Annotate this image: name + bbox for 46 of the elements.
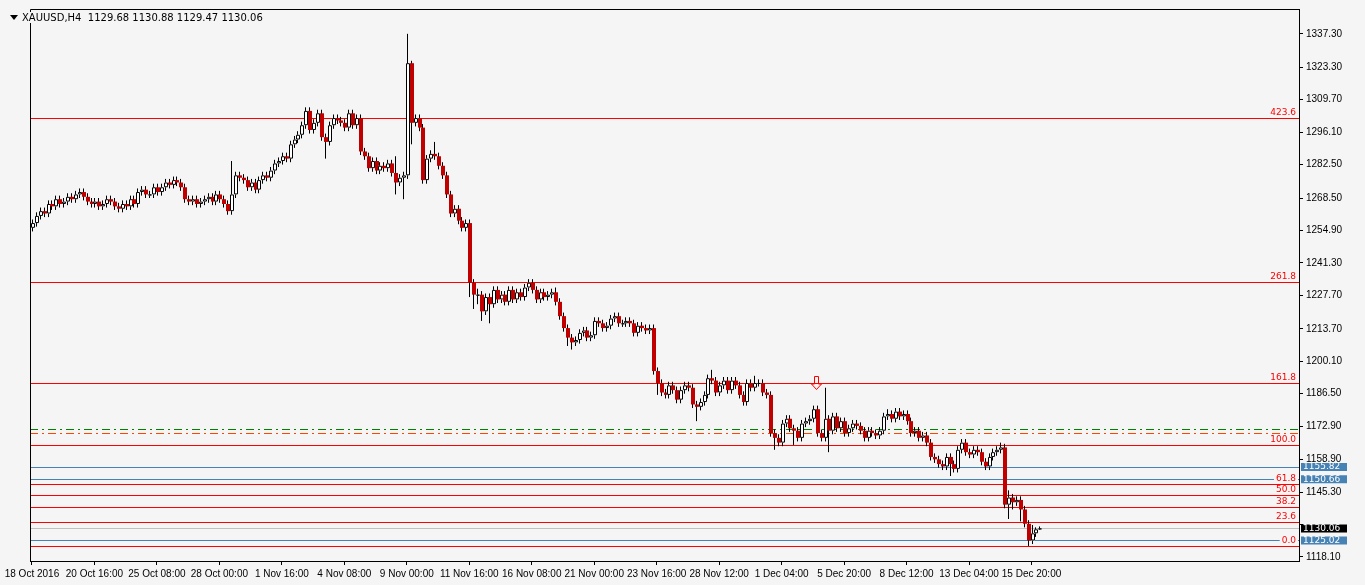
annotation: 0.0 <box>1281 534 1297 545</box>
y-tick-label: 1296.10 <box>1306 125 1343 137</box>
annotation: 61.8 <box>1275 472 1297 483</box>
annotation: 100.0 <box>1270 433 1297 444</box>
x-tick-label: 4 Nov 08:00 <box>317 567 372 579</box>
ref-line-label: 1130.06 <box>1303 522 1341 533</box>
annotation: 23.6 <box>1275 510 1297 521</box>
y-tick-label: 1172.90 <box>1306 419 1342 431</box>
x-tick-label: 1 Dec 04:00 <box>754 567 810 579</box>
y-tick-label: 1282.50 <box>1306 158 1343 170</box>
y-tick-label: 1227.70 <box>1306 289 1343 301</box>
x-tick-label: 1 Nov 16:00 <box>254 567 310 579</box>
y-tick-label: 1268.50 <box>1306 191 1343 203</box>
annotation: 261.8 <box>1270 270 1297 281</box>
ref-line-label: 1125.02 <box>1303 534 1341 545</box>
x-tick-label: 23 Nov 16:00 <box>626 567 687 579</box>
annotation: 161.8 <box>1270 371 1297 382</box>
y-tick-label: 1309.70 <box>1306 93 1343 105</box>
x-tick-label: 9 Nov 00:00 <box>379 567 435 579</box>
x-tick-label: 18 Oct 2016 <box>4 567 60 579</box>
annotation: 50.0 <box>1275 484 1297 495</box>
ref-line-label: 1150.66 <box>1303 473 1341 484</box>
x-tick-label: 11 Nov 16:00 <box>439 567 500 579</box>
x-tick-label: 21 Nov 00:00 <box>564 567 625 579</box>
y-tick-label: 1337.30 <box>1306 27 1343 39</box>
x-tick-label: 16 Nov 08:00 <box>501 567 562 579</box>
y-tick-label: 1241.30 <box>1306 256 1343 268</box>
x-tick-label: 25 Oct 08:00 <box>128 567 186 579</box>
x-tick-label: 28 Oct 00:00 <box>190 567 249 579</box>
chart-title: XAUUSD,H4 1129.68 1130.88 1129.47 1130.06 <box>22 12 263 23</box>
x-tick-label: 15 Dec 20:00 <box>1001 567 1062 579</box>
y-tick-label: 1145.30 <box>1306 485 1342 497</box>
annotation: 423.6 <box>1270 107 1297 118</box>
x-tick-label: 13 Dec 04:00 <box>939 567 1000 579</box>
annotation: 38.2 <box>1275 496 1296 507</box>
y-tick-label: 1118.10 <box>1306 550 1342 562</box>
x-tick-label: 5 Dec 20:00 <box>817 567 872 579</box>
y-tick-label: 1254.90 <box>1306 224 1343 236</box>
y-tick-label: 1323.30 <box>1306 60 1343 72</box>
x-tick-label: 28 Nov 12:00 <box>689 567 750 579</box>
ref-line-label: 1155.82 <box>1303 461 1341 472</box>
x-tick-label: 20 Oct 16:00 <box>65 567 124 579</box>
y-tick-label: 1213.70 <box>1306 322 1343 334</box>
y-tick-label: 1200.10 <box>1306 355 1343 366</box>
x-tick-label: 8 Dec 12:00 <box>879 567 934 579</box>
y-tick-label: 1186.50 <box>1306 387 1342 399</box>
